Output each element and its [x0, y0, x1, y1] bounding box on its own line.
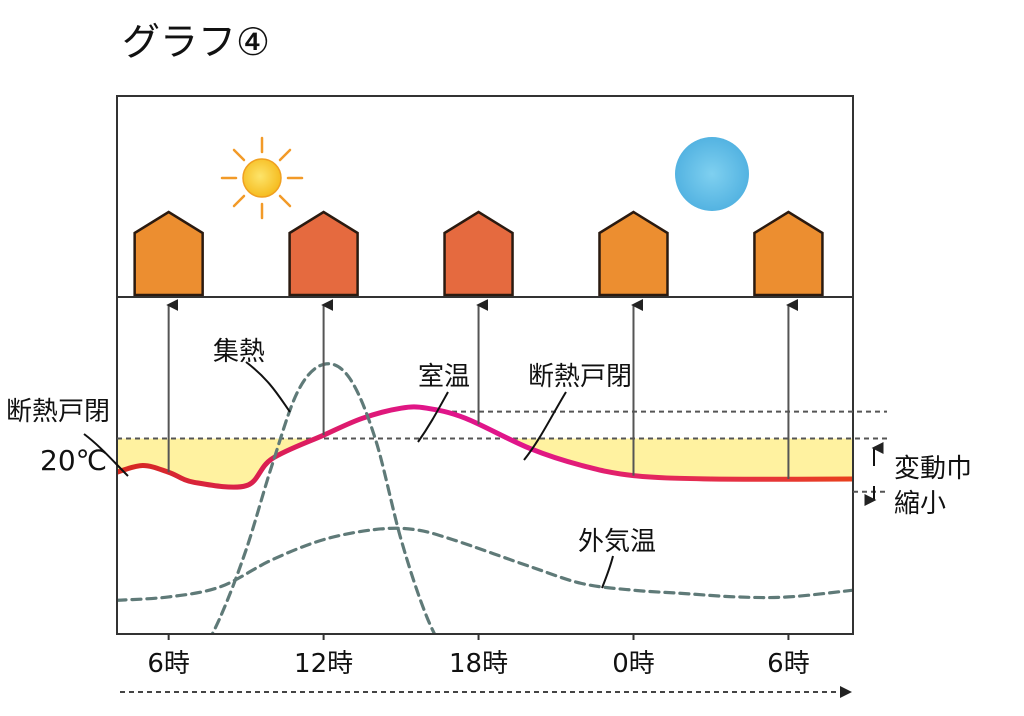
x-tick-label: 6時 — [767, 649, 810, 679]
x-tick-label: 6時 — [147, 649, 190, 679]
x-tick-label: 18時 — [449, 649, 508, 679]
label-reduced: 縮小 — [894, 489, 946, 519]
band-mask — [118, 298, 852, 439]
house-icon — [288, 210, 359, 297]
x-tick-label: 0時 — [612, 649, 655, 679]
sun-icon — [220, 136, 304, 220]
leader-line-shutter-left — [83, 433, 129, 477]
chart-title: グラフ④ — [122, 20, 270, 64]
series-line-outdoor-temp — [118, 526, 852, 602]
leader-line-shutter-right — [523, 391, 567, 461]
label-20c: 20℃ — [40, 444, 107, 477]
label-outdoor: 外気温 — [578, 527, 656, 557]
label-shutter-left: 断熱戸閉 — [6, 397, 110, 427]
leader-line-room — [417, 391, 449, 443]
label-collect: 集熱 — [213, 337, 265, 367]
house-icon — [753, 210, 824, 297]
label-shutter-right: 断熱戸閉 — [528, 362, 632, 392]
temperature-band — [118, 406, 852, 488]
house-icon — [598, 210, 669, 297]
house-icon — [443, 210, 514, 297]
leader-line-collect — [245, 361, 291, 413]
time-axis-arrow — [120, 686, 852, 698]
leader-line-outdoor — [601, 555, 614, 589]
x-tick-label: 12時 — [294, 649, 353, 679]
house-icon — [133, 210, 204, 297]
label-range: 変動巾 — [894, 454, 972, 484]
moon-icon — [675, 137, 749, 211]
label-room-temp: 室温 — [418, 362, 470, 392]
